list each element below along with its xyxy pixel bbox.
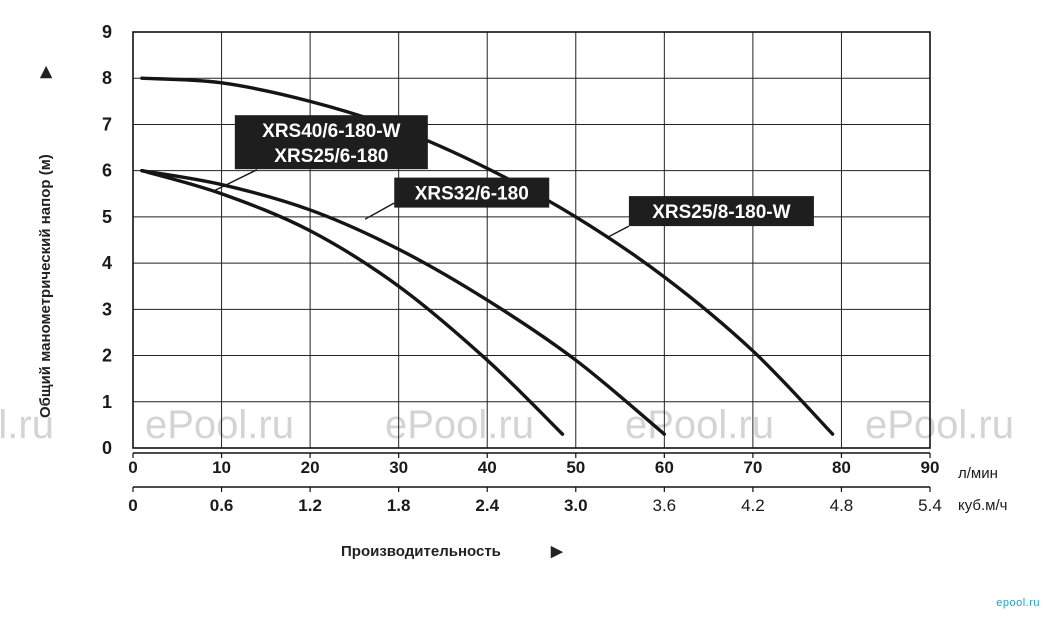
y-tick-label: 4: [102, 253, 112, 273]
series-label: XRS25/8-180-W: [652, 202, 790, 223]
series-curve-0: [140, 168, 565, 436]
x-tick-label-secondary: 1.2: [298, 496, 322, 515]
x-tick-label-secondary: 5.4: [918, 496, 942, 515]
y-tick-label: 6: [102, 161, 112, 181]
x-tick-label-primary: 10: [212, 458, 231, 477]
y-tick-label: 8: [102, 68, 112, 88]
series-label: XRS40/6-180-W: [262, 121, 400, 142]
series-label-leader: [606, 225, 630, 239]
series-label-box: [394, 177, 550, 208]
x-unit-secondary: куб.м/ч: [958, 497, 1007, 514]
watermark-text: ePool.ru: [0, 403, 54, 447]
x-tick-label-secondary: 2.4: [475, 496, 499, 515]
y-tick-label: 7: [102, 114, 112, 134]
brand-logo: epool.ru: [996, 597, 1040, 609]
y-tick-label: 9: [102, 22, 112, 42]
y-tick-label: 1: [102, 392, 112, 412]
x-tick-label-primary: 30: [389, 458, 408, 477]
x-axis-secondary: 0 0.6 1.2 1.8 2.4 3.0 3.6 4.2 4.8 5.4 куб.м/ч: [128, 486, 1007, 515]
x-tick-label-secondary: 3.6: [653, 496, 677, 515]
x-tick-label-primary: 0: [128, 458, 137, 477]
y-axis-arrow-icon: ▶: [37, 65, 54, 79]
series-label-leader: [364, 202, 395, 220]
x-axis-primary: 0 10 20 30 40 50 60 70 80 90 л/мин: [128, 452, 998, 482]
series-curve-1: [140, 168, 667, 436]
x-tick-label-secondary: 1.8: [387, 496, 411, 515]
watermark-text: ePool.ru: [625, 403, 774, 447]
x-tick-label-primary: 80: [832, 458, 851, 477]
series-labels: XRS40/6-180-W XRS25/6-180 XRS32/6-180 XRS25…: [212, 115, 814, 239]
watermark-text: ePool.ru: [145, 403, 294, 447]
y-tick-label: 0: [102, 438, 112, 458]
plot-frame: [132, 31, 931, 449]
x-axis-title: Производительность: [341, 543, 501, 560]
x-tick-label-primary: 70: [743, 458, 762, 477]
grid-lines: [133, 32, 930, 448]
x-axis-arrow-icon: ▶: [550, 543, 564, 560]
series-label: XRS32/6-180: [415, 184, 529, 205]
watermark-text: ePool.ru: [385, 403, 534, 447]
y-axis-title: Общий манометрический напор (м): [37, 154, 54, 418]
x-unit-primary: л/мин: [958, 465, 998, 482]
watermark-text: ePool.ru: [865, 403, 1014, 447]
x-tick-label-primary: 40: [478, 458, 497, 477]
x-tick-label-secondary: 4.2: [741, 496, 765, 515]
x-tick-label-primary: 50: [566, 458, 585, 477]
x-tick-label-secondary: 0.6: [210, 496, 234, 515]
series-label-box: [628, 196, 814, 227]
y-tick-label: 3: [102, 299, 112, 319]
watermark-layer: ePool.ru ePool.ru ePool.ru ePool.ru ePool.ru: [0, 403, 1014, 447]
x-tick-label-secondary: 4.8: [830, 496, 854, 515]
y-tick-label: 5: [102, 207, 112, 227]
y-tick-labels: 0 1 2 3 4 5 6 7 8 9: [102, 22, 112, 458]
series-curve-2: [140, 76, 835, 436]
x-tick-label-secondary: 3.0: [564, 496, 588, 515]
series-label-box: [234, 115, 428, 170]
x-tick-label-secondary: 0: [128, 496, 137, 515]
series-label-leader: [212, 169, 258, 193]
x-tick-label-primary: 20: [301, 458, 320, 477]
x-tick-label-primary: 90: [921, 458, 940, 477]
y-tick-label: 2: [102, 346, 112, 366]
series-label: XRS25/6-180: [274, 146, 388, 167]
x-tick-label-primary: 60: [655, 458, 674, 477]
